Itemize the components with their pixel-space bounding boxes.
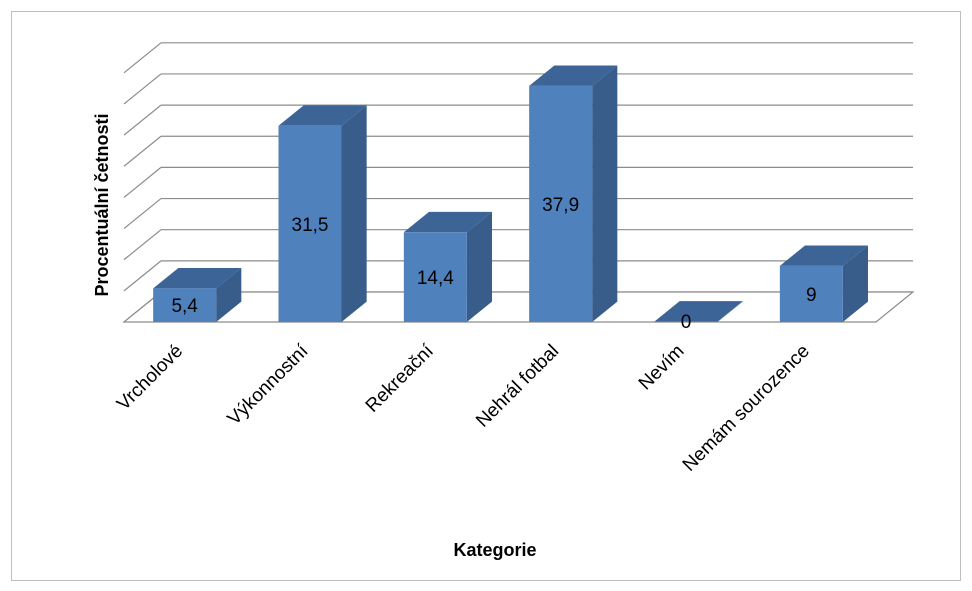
data-labels: 5,4 31,5 14,4 37,9 0 9 (171, 195, 816, 333)
category-tick-label: Nehrál fotbal (472, 341, 563, 432)
bar-side-face (216, 267, 242, 322)
category-tick-label: Rekreační (362, 340, 439, 417)
category-tick-label: Vrcholové (113, 341, 187, 415)
category-tick-label: Nevím (635, 341, 689, 395)
bar-top-face (403, 211, 492, 233)
bars (153, 65, 868, 323)
category-tick-labels: Vrcholové Výkonnostní Rekreační Nehrál fotb… (113, 340, 814, 476)
bar (654, 301, 743, 322)
category-tick-label: Nemám sourozence (679, 341, 814, 476)
side-wall-line (123, 73, 162, 105)
bar-front-face (529, 85, 593, 323)
bar-side-face (341, 105, 367, 322)
data-label: 9 (806, 285, 817, 306)
bar-front-face (779, 265, 843, 322)
y-axis-title: Procentuální četnosti (92, 113, 112, 296)
bar-front-face (278, 125, 342, 322)
bar-top-face (278, 105, 367, 126)
data-label: 5,4 (171, 296, 198, 317)
bar-side-face (466, 211, 492, 322)
x-axis-title: Kategorie (453, 540, 536, 560)
data-label: 31,5 (292, 215, 329, 236)
data-label: 0 (681, 312, 692, 333)
side-wall-line (123, 104, 162, 136)
bar-top-face (779, 245, 868, 266)
side-wall-line (123, 260, 162, 292)
bar (403, 211, 492, 322)
bar (278, 105, 367, 322)
side-wall-line (123, 229, 162, 261)
bar-side-face (592, 65, 618, 322)
side-wall-line (123, 135, 162, 167)
side-wall-line (123, 166, 162, 198)
bar (779, 245, 868, 322)
bar (153, 267, 242, 322)
bar-top-face (654, 301, 743, 322)
bar-top-face (529, 65, 618, 86)
bar (529, 65, 618, 323)
bar-top-face (153, 267, 242, 289)
bar-front-face (403, 232, 467, 322)
bar-side-face (842, 245, 868, 322)
bar-front-face (153, 288, 217, 322)
data-label: 37,9 (542, 195, 579, 216)
data-label: 14,4 (417, 268, 454, 289)
side-wall-line (123, 42, 162, 74)
category-tick-label: Výkonnostní (224, 340, 313, 429)
bar-side-face (717, 301, 743, 322)
side-wall-line (123, 198, 162, 230)
